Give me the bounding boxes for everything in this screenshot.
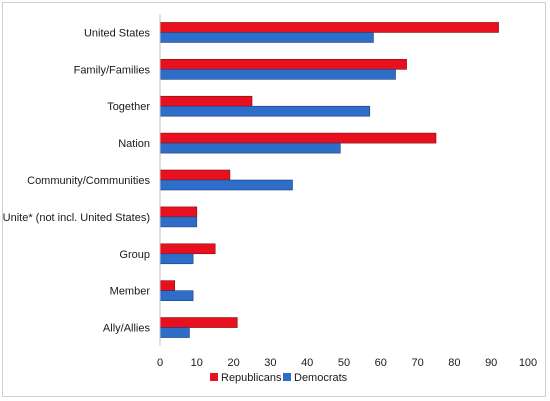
x-tick-label: 80 xyxy=(448,357,460,369)
bar-democrats-together xyxy=(159,105,371,117)
bar-republicans-ally-allies xyxy=(159,317,238,328)
bar-democrats-family-families xyxy=(159,69,396,80)
category-label-member: Member xyxy=(110,286,151,298)
legend-swatch-republicans xyxy=(210,373,218,381)
x-tick-label: 50 xyxy=(338,357,350,369)
category-label-nation: Nation xyxy=(118,138,150,150)
category-label-community-communities: Community/Communities xyxy=(27,175,150,187)
category-label-united-states: United States xyxy=(84,27,151,39)
bar-republicans-community-communities xyxy=(159,169,231,181)
bar-democrats-united-states xyxy=(159,32,374,43)
x-tick-label: 0 xyxy=(157,357,163,369)
bar-democrats-unite-not-incl-united-states xyxy=(159,216,198,228)
legend-label-democrats: Democrats xyxy=(294,372,348,384)
bar-republicans-member xyxy=(159,280,176,291)
category-label-ally-allies: Ally/Allies xyxy=(103,323,151,335)
x-tick-label: 30 xyxy=(264,357,276,369)
category-label-together: Together xyxy=(107,101,150,113)
legend: Republicans Democrats xyxy=(210,372,348,384)
bar-democrats-member xyxy=(159,290,194,301)
x-tick-label: 70 xyxy=(411,357,423,369)
x-tick-label: 40 xyxy=(301,357,313,369)
bar-republicans-unite-not-incl-united-states xyxy=(159,206,198,218)
x-tick-label: 10 xyxy=(191,357,203,369)
bar-democrats-group xyxy=(159,253,194,265)
bar-republicans-group xyxy=(159,243,216,255)
x-axis-tick-labels: 0 10 20 30 40 50 60 70 80 90 100 xyxy=(157,357,537,369)
x-tick-label: 90 xyxy=(485,357,497,369)
category-labels: United States Family/Families Together Nati… xyxy=(3,27,151,334)
bar-republicans-together xyxy=(159,95,253,107)
legend-swatch-democrats xyxy=(283,373,291,381)
bar-republicans-nation xyxy=(159,132,437,144)
legend-label-republicans: Republicans xyxy=(221,372,282,384)
bar-democrats-nation xyxy=(159,142,341,154)
category-label-family-families: Family/Families xyxy=(74,64,151,76)
x-tick-label: 60 xyxy=(375,357,387,369)
bar-democrats-ally-allies xyxy=(159,327,190,338)
category-label-unite-not-incl-united-states: Unite* (not incl. United States) xyxy=(3,212,150,224)
x-tick-label: 100 xyxy=(519,357,537,369)
bars xyxy=(159,22,499,338)
bar-republicans-united-states xyxy=(159,22,499,33)
bar-democrats-community-communities xyxy=(159,179,293,191)
x-tick-label: 20 xyxy=(227,357,239,369)
bar-republicans-family-families xyxy=(159,59,407,70)
category-label-group: Group xyxy=(119,249,150,261)
